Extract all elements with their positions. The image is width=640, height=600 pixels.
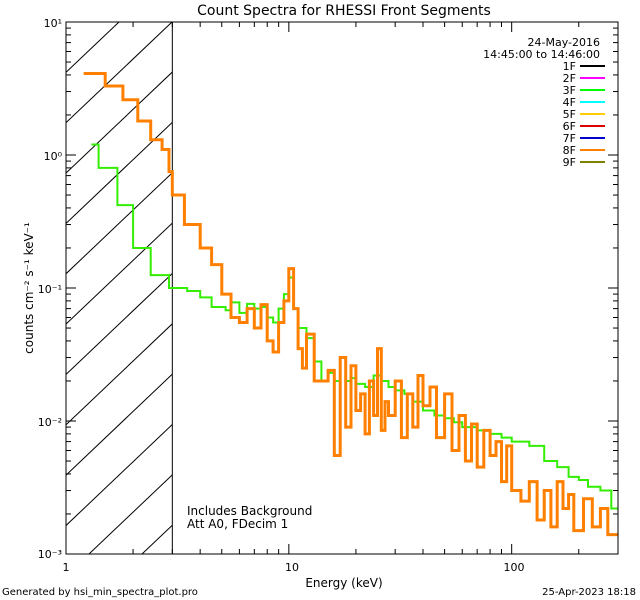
legend-label: 2F (563, 72, 576, 85)
legend-item-5f: 5F (563, 108, 605, 121)
legend-item-7f: 7F (563, 132, 605, 145)
legend-label: 4F (563, 96, 576, 109)
y-tick-label-1e-1: 10⁻¹ (38, 283, 62, 296)
footer-timestamp: 25-Apr-2023 18:18 (542, 587, 636, 598)
axis-ticks (65, 21, 619, 555)
legend-time-range: 14:45:00 to 14:46:00 (483, 48, 600, 61)
y-tick-label-1e0: 10⁰ (44, 150, 63, 163)
legend-item-8f: 8F (563, 144, 605, 157)
chart-title: Count Spectra for RHESSI Front Segments (197, 3, 491, 19)
annotation-attenuator: Att A0, FDecim 1 (187, 517, 288, 531)
legend-label: 8F (563, 144, 576, 157)
hatch-line (66, 272, 173, 376)
hatch-line (407, 22, 640, 554)
y-tick-label-1e1: 10¹ (44, 17, 62, 30)
legend-label: 7F (563, 132, 576, 145)
legend: 1F 2F 3F 4F 5F 6F (563, 60, 605, 169)
hatch-line (66, 222, 173, 325)
x-tick-label-10: 10 (285, 561, 299, 574)
legend-item-9f: 9F (563, 156, 605, 169)
legend-label: 9F (563, 156, 576, 169)
series-8f-line (83, 72, 618, 537)
series-3f-line (91, 143, 618, 510)
hatch-line (66, 71, 173, 174)
hatch-line (66, 423, 173, 527)
legend-date: 24-May-2016 (528, 36, 600, 49)
legend-item-4f: 4F (563, 96, 605, 109)
legend-label: 5F (563, 108, 576, 121)
x-axis-label: Energy (keV) (305, 576, 382, 590)
legend-item-3f: 3F (563, 84, 605, 97)
hatch-line (66, 22, 173, 124)
footer-generated-by: Generated by hsi_min_spectra_plot.pro (2, 587, 198, 598)
legend-label: 1F (563, 60, 576, 73)
series-layer (83, 72, 618, 537)
x-tick-label-100: 100 (504, 561, 525, 574)
annotation-background: Includes Background (187, 504, 312, 518)
y-tick-label-1e-3: 10⁻³ (38, 548, 62, 561)
y-axis-label: counts cm⁻² s⁻¹ keV⁻¹ (22, 222, 36, 354)
legend-label: 3F (563, 84, 576, 97)
y-tick-label-1e-2: 10⁻² (38, 416, 62, 429)
hatch-line (66, 373, 173, 476)
plot-frame (65, 21, 619, 555)
legend-item-1f: 1F (563, 60, 605, 73)
legend-item-2f: 2F (563, 72, 605, 85)
hatch-line (513, 22, 640, 554)
threshold-hatched-region (66, 22, 640, 554)
x-tick-label-1: 1 (63, 561, 70, 574)
legend-item-6f: 6F (563, 120, 605, 133)
legend-label: 6F (563, 120, 576, 133)
